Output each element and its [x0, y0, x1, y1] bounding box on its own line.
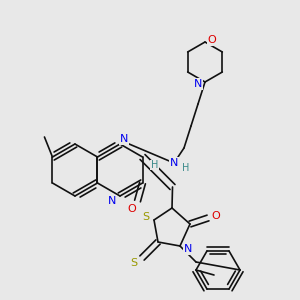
- Text: S: S: [130, 258, 138, 268]
- Text: N: N: [120, 134, 128, 144]
- Text: O: O: [127, 204, 136, 214]
- Text: N: N: [184, 244, 192, 254]
- Text: N: N: [194, 79, 202, 89]
- Text: N: N: [108, 196, 116, 206]
- Text: S: S: [142, 212, 150, 222]
- Text: O: O: [208, 35, 216, 45]
- Text: O: O: [212, 211, 220, 221]
- Text: N: N: [170, 158, 178, 168]
- Text: H: H: [151, 160, 158, 170]
- Text: H: H: [182, 163, 190, 173]
